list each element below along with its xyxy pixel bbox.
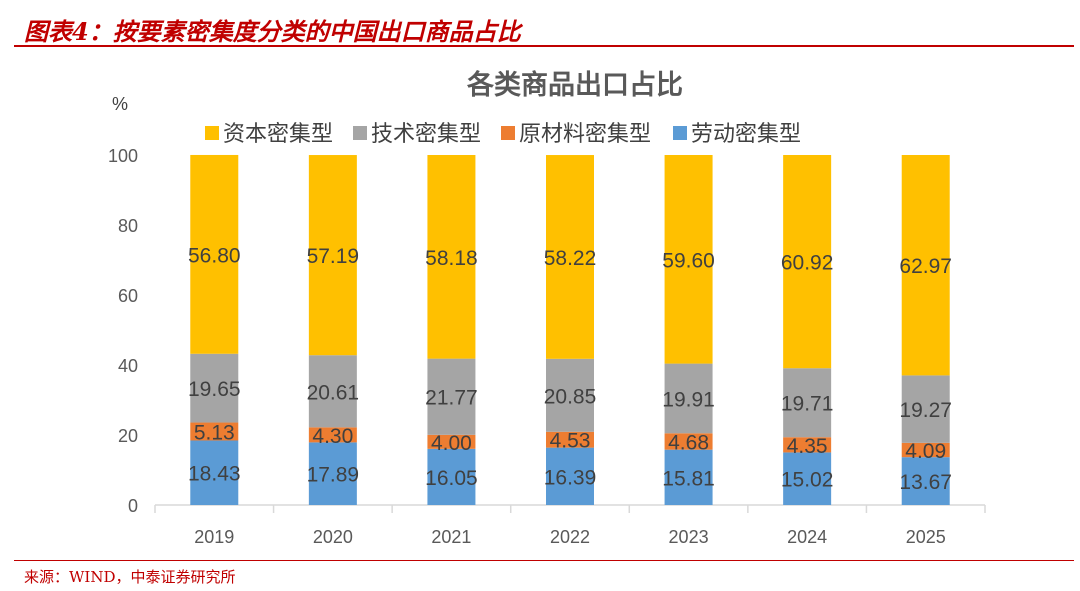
bar-segment — [783, 155, 832, 369]
bar-segment — [427, 434, 476, 449]
x-tick-label: 2024 — [787, 527, 827, 547]
legend-label: 劳动密集型 — [691, 121, 801, 146]
bar-segment — [308, 427, 357, 443]
y-tick-label: 0 — [128, 496, 138, 516]
bar-segment — [901, 457, 950, 505]
bar-segment — [783, 368, 832, 438]
bar-segment — [190, 353, 239, 423]
data-label: 57.19 — [307, 245, 360, 268]
bar-segment — [308, 442, 357, 505]
x-tick-label: 2019 — [194, 527, 234, 547]
data-label: 4.35 — [787, 435, 828, 458]
chart-title: 各类商品出口占比 — [466, 69, 683, 100]
bar-segment — [190, 422, 239, 441]
bar-segment — [664, 155, 713, 364]
y-tick-label: 20 — [118, 426, 138, 446]
data-label: 15.81 — [662, 467, 715, 490]
data-label: 21.77 — [425, 387, 478, 410]
data-label: 16.39 — [544, 466, 597, 489]
x-tick-label: 2023 — [669, 527, 709, 547]
y-tick-label: 40 — [118, 356, 138, 376]
source-note: 来源：WIND，中泰证券研究所 — [24, 568, 236, 586]
x-tick-label: 2020 — [313, 527, 353, 547]
x-tick-label: 2022 — [550, 527, 590, 547]
figure-title: 图表4：按要素密集度分类的中国出口商品占比 — [24, 17, 521, 46]
data-label: 58.18 — [425, 247, 478, 270]
bars: 18.43 5.13 19.65 56.80 17.89 4.30 20.61 57.19 16… — [188, 154, 952, 505]
data-label: 17.89 — [307, 464, 360, 487]
data-label: 20.61 — [307, 381, 360, 404]
legend-swatch — [673, 126, 687, 140]
bar-segment — [427, 358, 476, 435]
title-divider — [14, 45, 1074, 47]
legend-swatch — [501, 126, 515, 140]
y-axis-unit: % — [112, 94, 128, 114]
legend-swatch — [205, 126, 219, 140]
bar-segment — [901, 442, 950, 458]
legend-label: 原材料密集型 — [519, 121, 651, 146]
bar-segment — [901, 155, 950, 376]
data-label: 16.05 — [425, 467, 478, 490]
x-tick-label: 2025 — [906, 527, 946, 547]
bar-segment — [783, 452, 832, 505]
legend-swatch — [353, 126, 367, 140]
data-label: 19.71 — [781, 393, 834, 416]
data-label: 62.97 — [899, 255, 952, 278]
data-label: 19.91 — [662, 388, 715, 411]
bar-segment — [901, 375, 950, 443]
data-label: 56.80 — [188, 244, 241, 267]
data-label: 4.00 — [431, 432, 472, 455]
bar-segment — [783, 437, 832, 453]
legend-label: 技术密集型 — [371, 121, 481, 146]
source-divider — [14, 560, 1074, 561]
data-label: 58.22 — [544, 247, 597, 270]
data-label: 5.13 — [194, 422, 235, 445]
data-label: 19.27 — [899, 399, 952, 422]
bar-segment — [190, 154, 239, 354]
data-label: 59.60 — [662, 249, 715, 272]
bar-segment — [546, 447, 594, 505]
bar-segment — [308, 355, 357, 428]
y-tick-label: 100 — [108, 146, 138, 166]
data-label: 4.30 — [312, 425, 353, 448]
bar-segment — [427, 448, 476, 505]
bar-segment — [546, 155, 594, 359]
bar-segment — [664, 433, 713, 450]
data-label: 4.09 — [905, 440, 946, 463]
data-label: 19.65 — [188, 378, 241, 401]
data-label: 4.53 — [550, 430, 591, 453]
bar-segment — [308, 155, 357, 356]
bar-segment — [664, 449, 713, 505]
data-label: 20.85 — [544, 385, 597, 408]
bar-segment — [546, 431, 594, 448]
x-tick-label: 2021 — [431, 527, 471, 547]
bar-segment — [427, 155, 476, 359]
legend: 资本密集型 技术密集型 原材料密集型 劳动密集型 — [205, 121, 801, 146]
data-label: 4.68 — [668, 431, 709, 454]
data-label: 60.92 — [781, 252, 834, 275]
data-label: 18.43 — [188, 463, 241, 486]
data-label: 13.67 — [899, 471, 952, 494]
bar-segment — [546, 358, 594, 432]
data-label: 15.02 — [781, 469, 834, 492]
y-tick-label: 60 — [118, 286, 138, 306]
bar-segment — [190, 440, 239, 505]
y-tick-label: 80 — [118, 216, 138, 236]
legend-label: 资本密集型 — [223, 121, 333, 146]
bar-segment — [664, 363, 713, 434]
